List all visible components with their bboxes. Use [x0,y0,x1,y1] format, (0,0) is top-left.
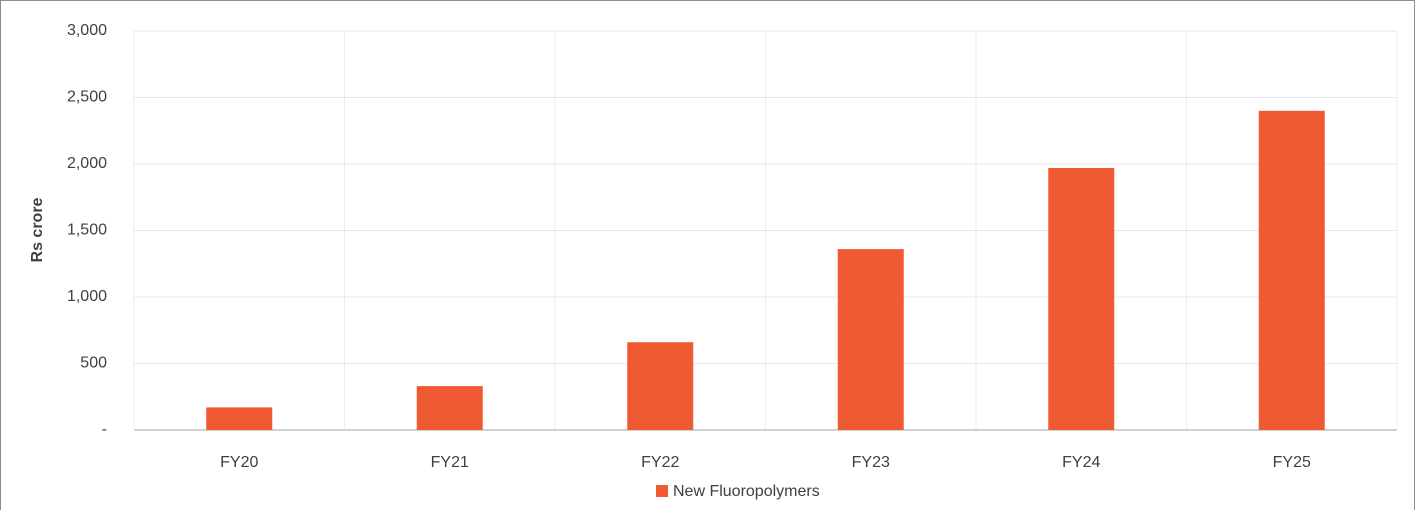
y-tick-label: 3,000 [67,22,107,39]
x-tick-label: FY20 [220,454,258,471]
y-tick-label: - [102,421,107,438]
x-tick-label: FY21 [431,454,469,471]
x-tick-label: FY24 [1062,454,1100,471]
y-tick-label: 2,000 [67,155,107,172]
x-tick-label: FY23 [852,454,890,471]
bar [416,386,483,430]
y-tick-label: 500 [80,355,107,372]
y-tick-label: 1,000 [67,288,107,305]
legend-label: New Fluoropolymers [673,483,820,500]
bar [206,407,273,430]
legend-swatch [656,485,668,497]
bar [837,249,904,430]
x-tick-label: FY22 [641,454,679,471]
y-axis-label: Rs crore [29,197,46,262]
x-tick-label: FY25 [1273,454,1311,471]
bar [1258,110,1325,431]
bar [1048,167,1115,431]
bar [627,342,694,430]
y-tick-label: 1,500 [67,222,107,239]
y-tick-label: 2,500 [67,89,107,106]
